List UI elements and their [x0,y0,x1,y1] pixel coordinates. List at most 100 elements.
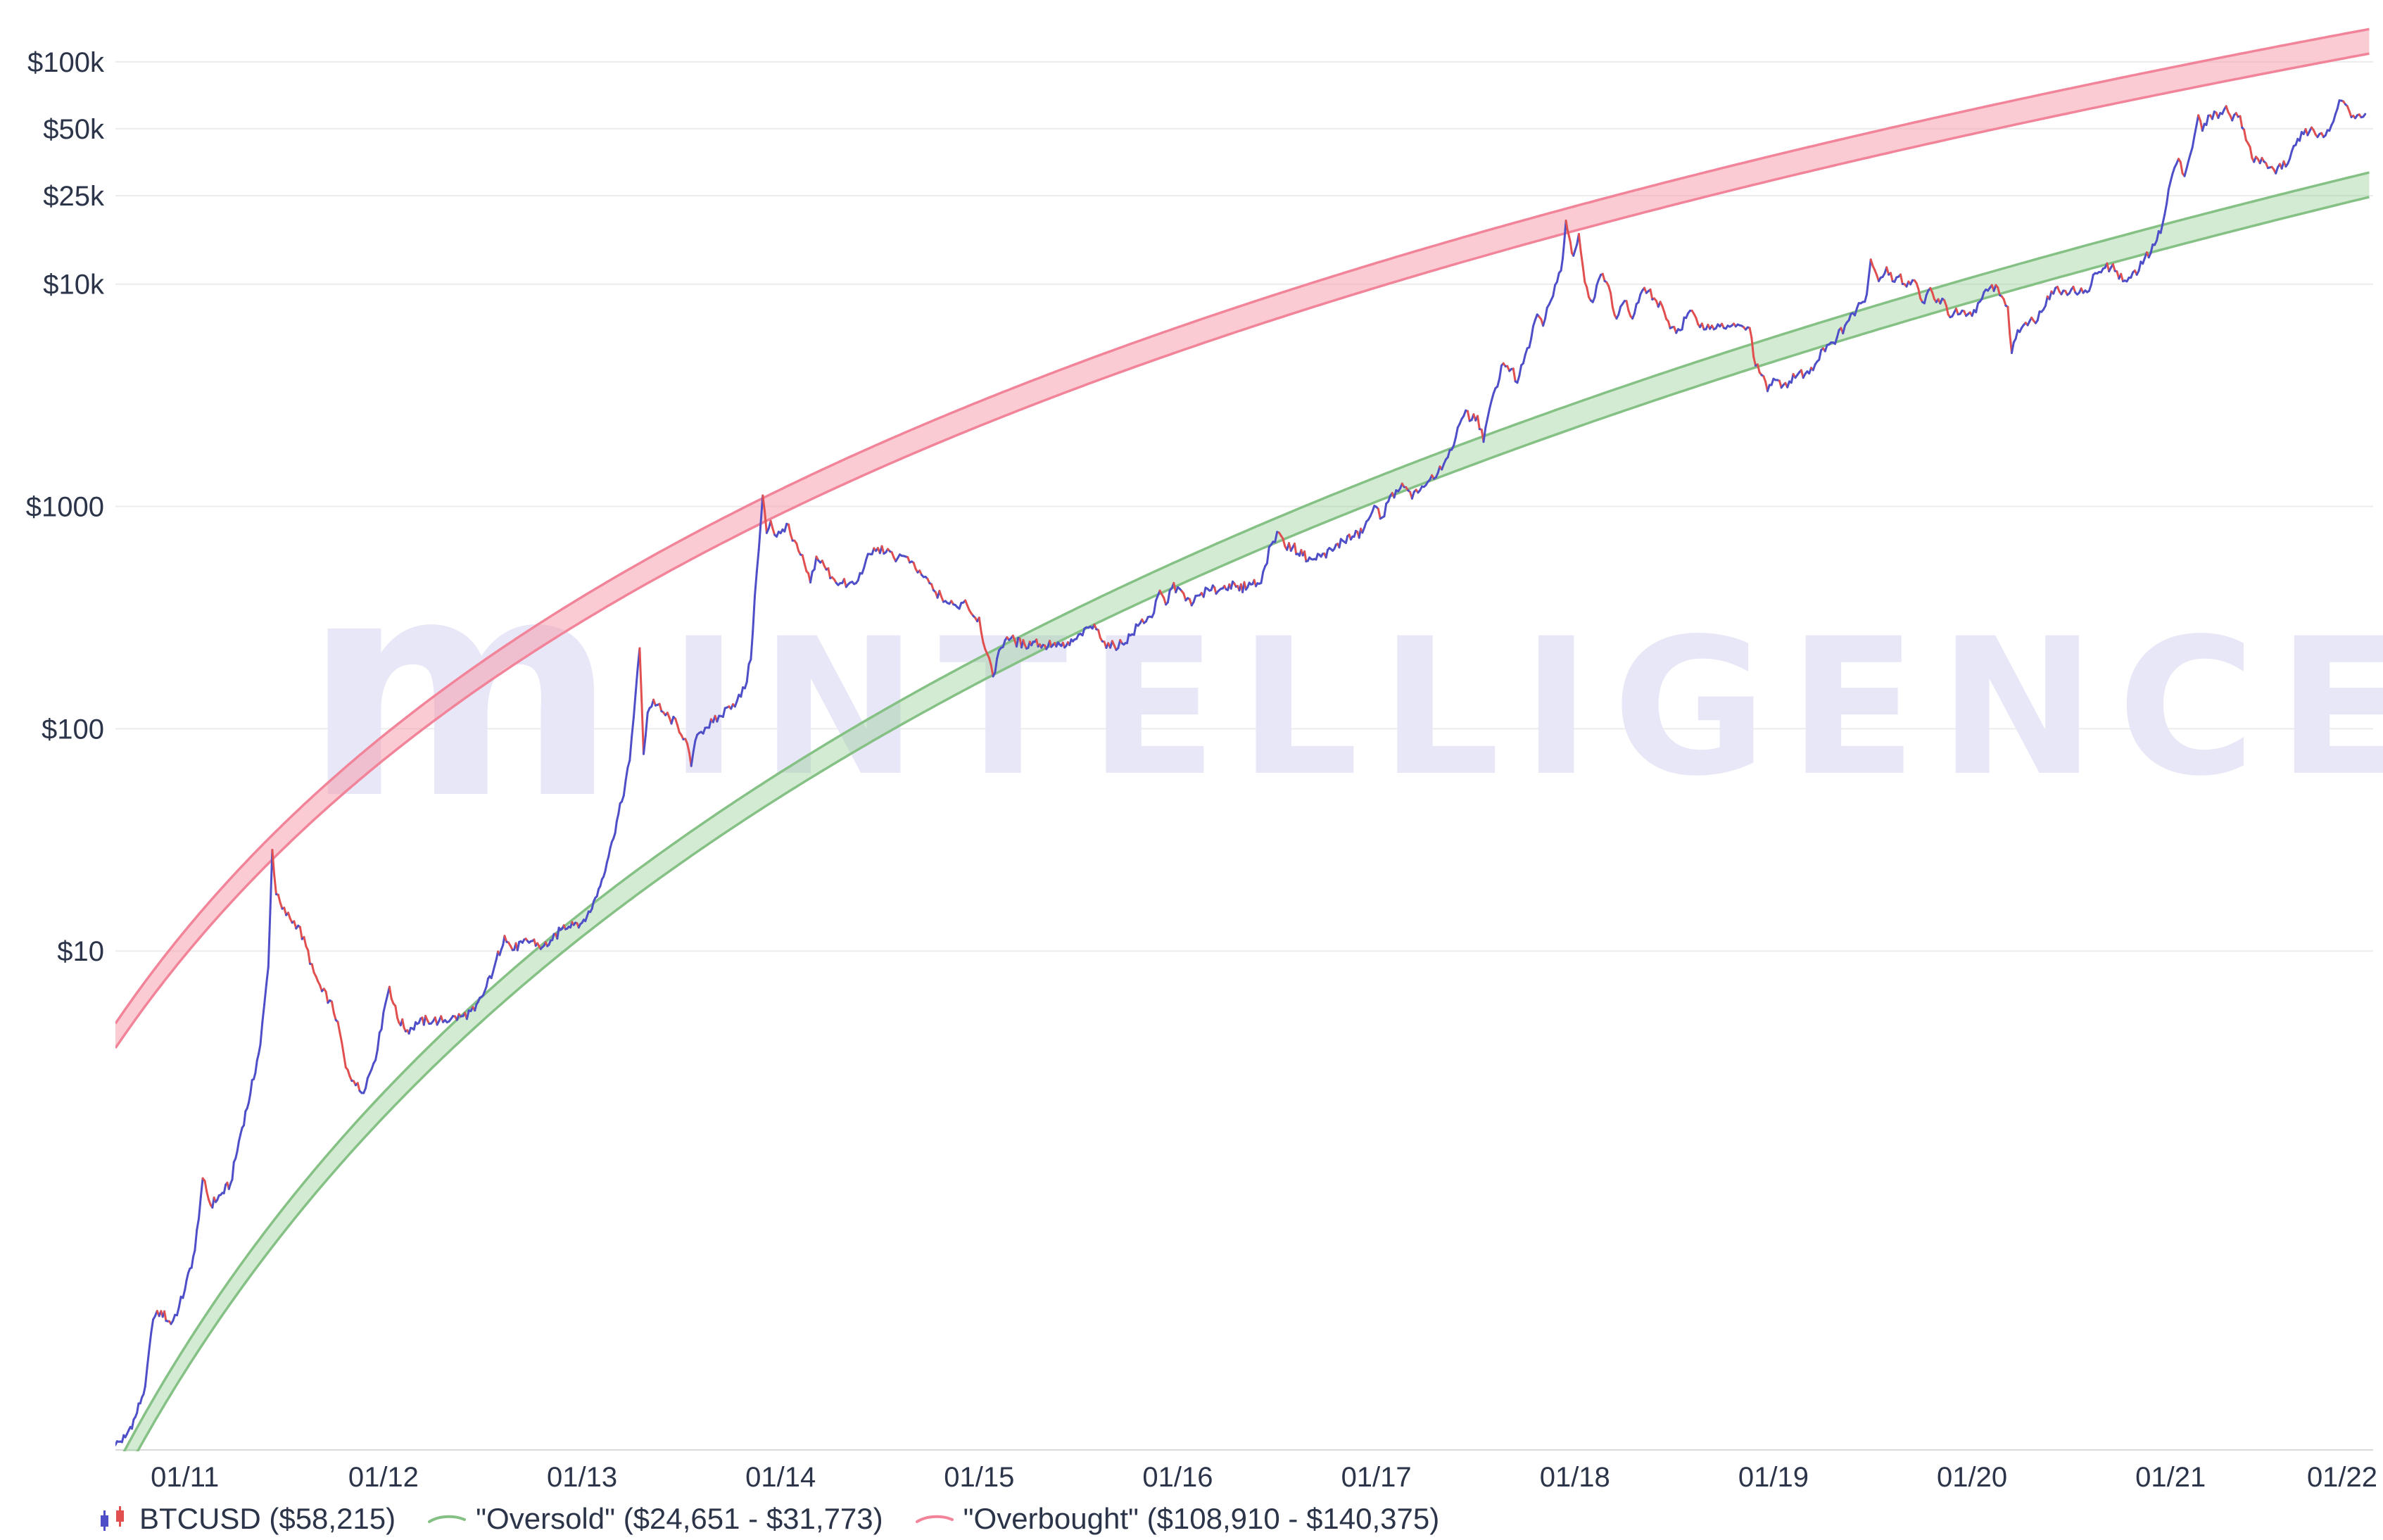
price-segment [1750,336,1755,358]
price-segment [1649,288,1654,301]
price-segment [1766,384,1771,393]
price-segment [755,548,760,573]
price-segment [1516,374,1521,384]
price-segment [595,888,600,897]
price-segment [708,718,712,729]
price-segment [628,736,633,762]
y-tick-label: $100k [27,47,105,78]
price-segment [1847,313,1852,322]
price-segment [2111,263,2116,272]
price-segment [752,595,756,633]
price-segment [144,1366,148,1388]
price-segment [813,555,818,571]
price-segment [263,984,267,1006]
price-segment [236,1140,240,1153]
price-segment [1486,408,1491,419]
price-segment [341,1041,345,1056]
x-tick-label: 01/17 [1341,1462,1412,1493]
price-segment [346,1068,351,1078]
price-segment [801,554,806,564]
price-segment [1260,570,1265,584]
y-axis: $100k $50k $25k $10k $1000 $100 $10 [26,47,105,967]
price-segment [1393,489,1398,499]
price-segment [604,861,608,873]
watermark-text: INTELLIGENCE [669,598,2383,818]
price-segment [388,985,393,1000]
x-tick-label: 01/21 [2135,1462,2206,1493]
price-segment [1889,272,1894,283]
y-tick-label: $50k [43,114,105,145]
price-segment [1552,284,1557,298]
price-segment [2090,274,2094,286]
price-segment [2163,202,2168,216]
price-segment [1202,586,1207,598]
price-segment [643,735,647,755]
price-segment [743,681,748,690]
price-segment [865,553,869,562]
price-segment [750,630,754,661]
price-segment [222,1183,227,1194]
price-segment [150,1318,155,1334]
price-segment [2120,272,2124,283]
price-segment [182,1288,187,1299]
price-segment [1522,353,1526,365]
x-tick-label: 01/22 [2307,1462,2377,1493]
price-segment [843,578,847,588]
price-segment [2014,329,2019,340]
price-segment [384,994,388,1005]
price-segment [615,812,620,822]
x-tick-label: 01/13 [547,1462,617,1493]
price-segment [1338,538,1342,549]
price-segment [795,542,800,552]
price-segment [1166,589,1171,604]
price-segment [626,759,631,769]
price-segment [674,717,678,726]
price-segment [2362,113,2367,118]
price-segment [745,663,750,683]
price-segment [142,1385,146,1396]
price-segment [632,691,637,719]
price-segment [1867,258,1872,279]
price-segment [990,664,994,678]
price-segment [614,820,618,834]
price-segment [788,523,792,536]
price-segment [2048,290,2053,301]
price-segment [271,849,276,877]
y-tick-label: $10k [43,270,105,301]
price-segment [376,1031,381,1051]
price-segment [1633,303,1638,315]
price-segment [1663,310,1668,320]
price-segment [880,545,885,555]
price-segment [740,686,745,698]
price-segment [1532,319,1536,327]
price-segment [192,1249,196,1258]
price-segment [1567,234,1572,244]
price-segment [273,874,277,896]
price-segment [1303,550,1308,563]
price-segment [331,1000,335,1014]
x-axis: 01/11 01/12 01/13 01/14 01/15 01/16 01/17 01/18… [151,1462,2377,1493]
legend: BTCUSD ($58,215) "Oversold" ($24,651 - $… [97,1499,1439,1539]
price-segment [2171,166,2176,175]
legend-item-overbought[interactable]: "Overbought" ($108,910 - $140,375) [915,1502,1439,1536]
price-segment [1577,233,1582,253]
price-segment [1512,367,1517,383]
price-segment [1482,427,1487,443]
price-segment [1192,595,1197,603]
legend-item-btcusd[interactable]: BTCUSD ($58,215) [97,1502,396,1536]
price-segment [658,702,663,712]
x-tick-label: 01/15 [944,1462,1014,1493]
price-segment [1544,306,1548,320]
legend-item-oversold[interactable]: "Oversold" ($24,651 - $31,773) [428,1502,883,1536]
price-segment [754,571,758,598]
price-segment [356,1082,361,1092]
price-segment [1453,436,1457,447]
price-segment [2183,168,2188,177]
price-segment [987,657,992,667]
price-segment [1274,531,1279,543]
price-segment [1864,293,1868,303]
price-segment [2289,150,2293,160]
price-segment [996,649,1000,659]
price-segment [231,1161,235,1181]
